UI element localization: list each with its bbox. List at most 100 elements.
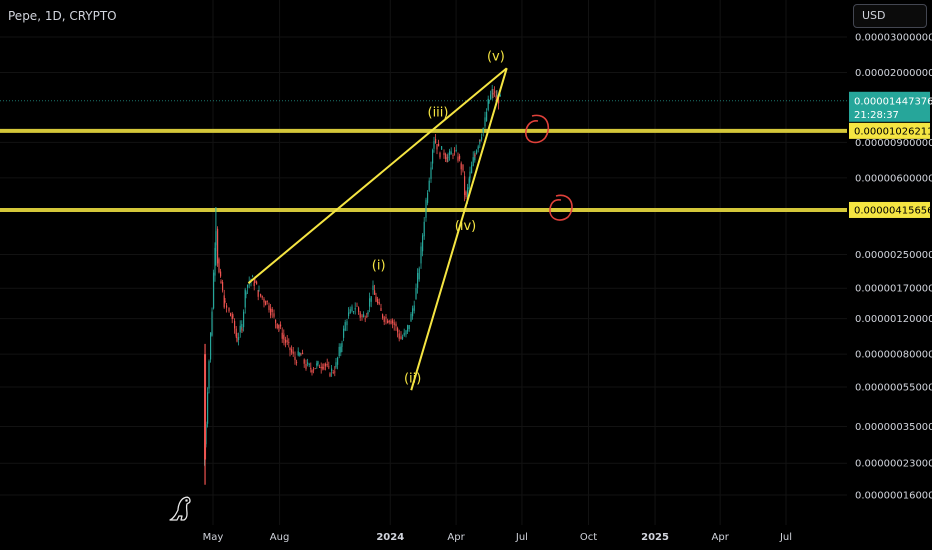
candle-body xyxy=(413,305,415,311)
wave-label: (iii) xyxy=(428,105,449,120)
candle-body xyxy=(348,312,350,317)
candle-body xyxy=(268,305,270,311)
candle-body xyxy=(331,368,333,371)
wave-label: (iv) xyxy=(455,219,476,234)
candle-body xyxy=(214,247,216,276)
candle-body xyxy=(468,178,470,190)
candle-body xyxy=(491,89,493,95)
candle-body xyxy=(474,154,476,157)
candle-body xyxy=(457,156,459,161)
candle-body xyxy=(432,150,434,164)
symbol-title: Pepe, 1D, CRYPTO xyxy=(8,9,117,23)
candle-body xyxy=(305,364,307,369)
candle-body xyxy=(367,311,369,315)
candle-body xyxy=(224,300,226,302)
level-price-tag xyxy=(849,122,930,139)
candle-body xyxy=(438,143,440,147)
wave-label: (v) xyxy=(487,49,505,64)
time-axis[interactable]: May Aug 2024 Apr Jul Oct 2025 Apr Jul xyxy=(0,525,848,550)
candle-body xyxy=(220,281,222,283)
candle-body xyxy=(495,95,497,99)
candle-body xyxy=(481,137,483,140)
candle-body xyxy=(382,314,384,318)
currency-button[interactable]: USD xyxy=(853,4,927,28)
candle-body xyxy=(245,292,247,295)
candle-body xyxy=(488,99,490,104)
time-tick-label: Jul xyxy=(779,532,792,543)
candle-body xyxy=(410,313,412,322)
candle-body xyxy=(417,273,419,288)
candle-body xyxy=(445,154,447,160)
candle-body xyxy=(498,100,500,104)
candle-body xyxy=(387,320,389,323)
candle-body xyxy=(369,298,371,307)
candle-body xyxy=(232,315,234,317)
candle-body xyxy=(208,361,210,389)
candle-body xyxy=(252,276,254,278)
candle-body xyxy=(402,337,404,339)
candle-body xyxy=(467,187,469,199)
time-tick-label: May xyxy=(203,532,224,543)
candle-body xyxy=(314,368,316,370)
candle-body xyxy=(441,146,443,150)
candle-body xyxy=(310,367,312,369)
price-axis-bg xyxy=(848,0,932,550)
candle-body xyxy=(283,339,285,340)
candle-body xyxy=(472,157,474,166)
candle-body xyxy=(405,330,407,335)
candle-body xyxy=(308,363,310,365)
candle-body xyxy=(285,339,287,343)
candle-body xyxy=(395,323,397,327)
candle-body xyxy=(469,171,471,178)
candle-body xyxy=(460,163,462,170)
candle-body xyxy=(385,317,387,319)
candle-body xyxy=(341,343,343,347)
trendline xyxy=(247,67,508,284)
candle-body xyxy=(222,282,224,291)
candle-body xyxy=(218,259,220,273)
current-price-tag xyxy=(849,91,930,122)
candle-body xyxy=(220,271,222,277)
candle-body xyxy=(346,321,348,326)
candle-body xyxy=(289,347,291,351)
candle-body xyxy=(377,299,379,304)
candle-body xyxy=(299,353,301,356)
candle-body xyxy=(354,308,356,310)
candle-body xyxy=(499,95,501,97)
candle-body xyxy=(340,346,342,353)
candle-body xyxy=(258,290,260,292)
candle-body xyxy=(254,281,256,283)
time-tick-label: Jul xyxy=(515,532,528,543)
candle-body xyxy=(423,221,425,237)
candle-body xyxy=(234,320,236,329)
candle-body xyxy=(388,320,390,323)
candle-body xyxy=(356,305,358,307)
candle-body xyxy=(390,320,392,324)
current-price-label: 0.000014473764 xyxy=(854,96,932,107)
trendline xyxy=(410,67,508,391)
candle-body xyxy=(492,92,494,95)
candle-body xyxy=(243,311,245,328)
candle-body xyxy=(372,285,374,291)
candle-body xyxy=(329,373,331,377)
candle-body xyxy=(280,324,282,327)
candle-body xyxy=(326,364,328,366)
candle-body xyxy=(462,164,464,171)
candle-body xyxy=(459,155,461,159)
candle-body xyxy=(439,152,441,158)
dinosaur-logo-icon[interactable] xyxy=(168,494,194,522)
candle-body xyxy=(378,302,380,305)
candle-body xyxy=(398,333,400,339)
candle-body xyxy=(479,139,481,141)
candle-body xyxy=(380,308,382,311)
time-tick-label: 2024 xyxy=(376,532,404,543)
